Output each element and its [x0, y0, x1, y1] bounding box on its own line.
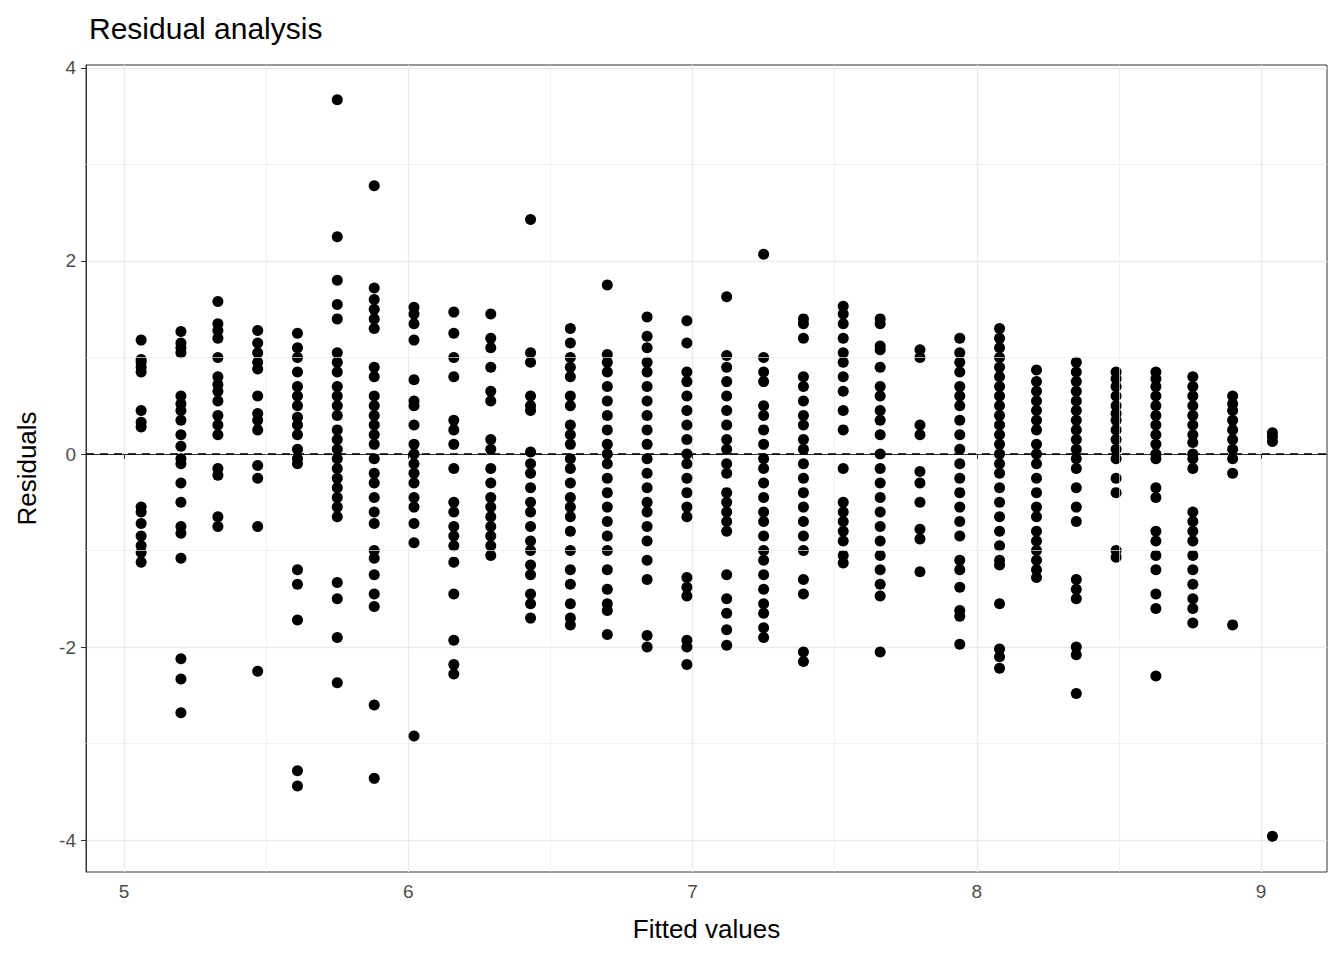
svg-text:-4: -4 — [59, 830, 76, 851]
svg-text:Fitted values: Fitted values — [633, 914, 780, 944]
svg-text:0: 0 — [65, 444, 76, 465]
svg-text:9: 9 — [1256, 881, 1267, 902]
svg-text:4: 4 — [65, 57, 76, 78]
svg-text:6: 6 — [403, 881, 414, 902]
svg-text:Residual analysis: Residual analysis — [89, 12, 322, 45]
svg-text:Residuals: Residuals — [12, 411, 42, 525]
svg-text:8: 8 — [972, 881, 983, 902]
svg-text:7: 7 — [687, 881, 698, 902]
svg-text:5: 5 — [119, 881, 130, 902]
svg-text:-2: -2 — [59, 637, 76, 658]
svg-text:2: 2 — [65, 250, 76, 271]
